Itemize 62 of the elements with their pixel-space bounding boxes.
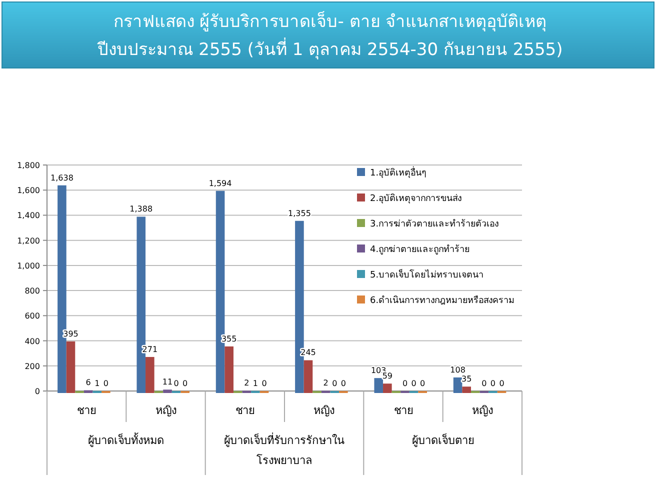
bar xyxy=(66,341,76,393)
text: ผู้บาดเจ็บทั้งหมด xyxy=(88,432,164,447)
data-label: 0 xyxy=(182,379,188,388)
data-label: 1 xyxy=(94,378,100,388)
x-tick-label: ชาย xyxy=(235,404,254,417)
data-label: 0 xyxy=(499,379,504,388)
data-label: 1,594 xyxy=(208,178,232,188)
data-label: 0 xyxy=(420,379,426,388)
x-tick-label: หญิง xyxy=(472,404,493,417)
bar xyxy=(462,386,471,393)
data-label: 6 xyxy=(86,378,91,388)
x-tick-label: หญิง xyxy=(155,404,176,417)
bar xyxy=(146,356,154,393)
x-tick-label: ชาย xyxy=(77,404,96,417)
data-label: 0 xyxy=(332,379,338,388)
bar xyxy=(224,346,234,393)
data-label: 0 xyxy=(482,379,487,388)
data-label: 1 xyxy=(252,378,258,388)
data-label: 0 xyxy=(103,379,108,388)
x-tick-label: ชาย xyxy=(394,404,413,417)
legend-label: 3.การฆ่าตัวตายและทำร้ายตัวเอง xyxy=(370,218,499,230)
data-label: 0 xyxy=(490,379,496,388)
data-label: 11 xyxy=(162,378,173,387)
data-label: 0 xyxy=(174,379,179,388)
data-label: 59 xyxy=(382,372,393,381)
data-label: 0 xyxy=(340,379,346,388)
chart-title: กราฟแสดง ผู้รับบริการบาดเจ็บ- ตาย จำแนกสาเหตุอุบัติเหตุ xyxy=(113,10,547,32)
bar xyxy=(84,390,93,393)
y-tick-label: 200 xyxy=(24,362,40,371)
data-label: 2 xyxy=(244,378,250,388)
data-label: 2 xyxy=(323,378,328,388)
data-label: 1,638 xyxy=(50,173,74,182)
text: ผู้บาดเจ็บที่รับการรักษาใน โรงพยาบาล xyxy=(224,432,345,467)
y-tick-label: 1,200 xyxy=(17,236,40,246)
legend-label: 2.อุบัติเหตุจากการขนส่ง xyxy=(370,193,462,204)
data-label: 1,388 xyxy=(130,204,153,214)
legend-label: 6.ดำเนินการทางกฎหมายหรือสงคราม xyxy=(370,295,515,306)
bar xyxy=(374,378,384,393)
y-tick-label: 1,800 xyxy=(17,161,40,170)
y-tick-label: 1,400 xyxy=(17,211,40,220)
data-label: 108 xyxy=(450,365,466,374)
legend-label: 4.ถูกฆ่าตายและถูกทำร้าย xyxy=(370,244,470,255)
data-label: 0 xyxy=(262,379,267,388)
y-tick-label: 1,600 xyxy=(17,186,40,196)
data-label: 0 xyxy=(402,379,408,388)
y-tick-label: 800 xyxy=(24,286,40,296)
bar xyxy=(383,384,392,393)
y-tick-label: 400 xyxy=(24,336,40,346)
bar xyxy=(453,377,462,393)
x-tick-label: หญิง xyxy=(314,404,335,417)
y-tick-label: 600 xyxy=(24,312,40,321)
data-label: 35 xyxy=(461,374,472,384)
y-tick-label: 0 xyxy=(34,387,40,396)
bar xyxy=(163,390,172,393)
y-tick-label: 1,000 xyxy=(17,261,40,270)
data-label: 0 xyxy=(411,379,416,388)
text: ผู้บาดเจ็บตาย xyxy=(412,433,474,447)
legend-label: 1.อุบัติเหตุอื่นๆ xyxy=(370,166,427,178)
data-label: 1,355 xyxy=(288,208,311,218)
legend-label: 5.บาดเจ็บโดยไม่ทราบเจตนา xyxy=(370,268,484,280)
chart-subtitle: ปีงบประมาณ 2555 (วันที่ 1 ตุลาคม 2554-30 กันยายน 2555) xyxy=(96,37,563,60)
bar xyxy=(304,360,313,393)
